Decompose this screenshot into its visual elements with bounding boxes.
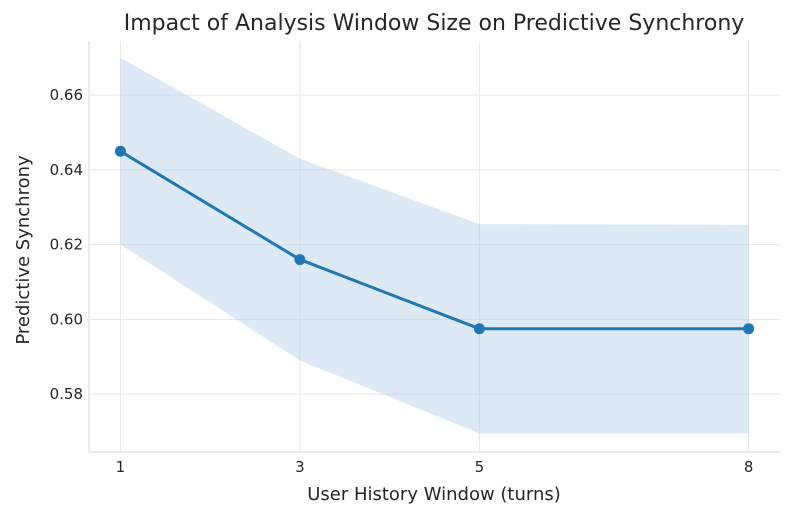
- gridlines: [89, 41, 780, 452]
- confidence-band: [120, 57, 749, 434]
- y-tick-label: 0.60: [50, 310, 83, 328]
- data-point: [294, 254, 306, 266]
- x-tick-label: 5: [475, 458, 485, 476]
- confidence-band-layer: [120, 57, 749, 434]
- x-tick-label: 8: [744, 458, 754, 476]
- axes: [88, 41, 780, 453]
- y-tick-labels: 0.58 0.60 0.62 0.64 0.66: [50, 86, 83, 403]
- x-tick-labels: 1 3 5 8: [116, 458, 754, 476]
- x-axis-label: User History Window (turns): [307, 484, 561, 505]
- series-line: [118, 149, 751, 331]
- series-line-layer: [114, 145, 755, 335]
- data-point: [743, 323, 755, 335]
- y-tick-label: 0.64: [50, 161, 83, 179]
- data-point: [473, 323, 485, 335]
- x-tick-label: 3: [295, 458, 305, 476]
- x-tick-label: 1: [116, 458, 126, 476]
- chart-title: Impact of Analysis Window Size on Predic…: [124, 11, 745, 36]
- y-tick-label: 0.58: [50, 385, 83, 403]
- y-tick-label: 0.66: [50, 86, 83, 104]
- y-axis-label: Predictive Synchrony: [13, 155, 34, 345]
- y-tick-label: 0.62: [50, 236, 83, 254]
- data-point: [114, 145, 126, 157]
